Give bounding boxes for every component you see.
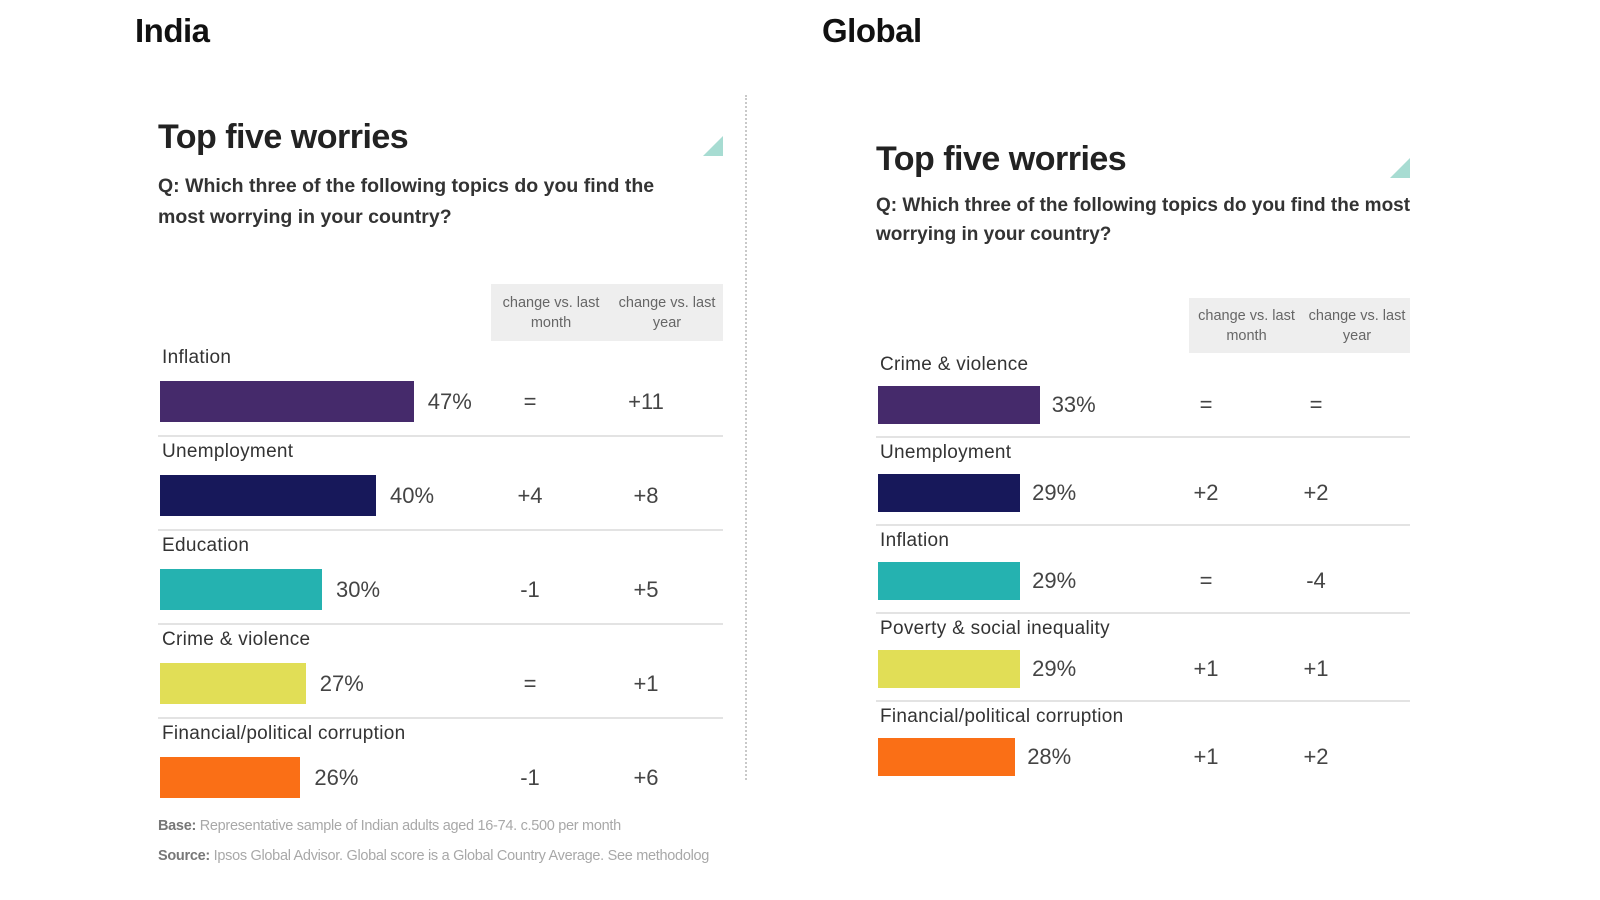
footer-base-label: Base: — [158, 818, 196, 834]
panel-question: Q: Which three of the following topics d… — [158, 175, 655, 228]
bar — [878, 738, 1016, 776]
change-last-month: +4 — [517, 482, 543, 508]
category-label: Unemployment — [880, 442, 1012, 463]
footer-source: Source: Ipsos Global Advisor. Global sco… — [158, 848, 709, 864]
bar — [878, 474, 1021, 512]
worry-row: Poverty & social inequality 29% +1 +1 — [876, 614, 1410, 702]
change-last-month: -1 — [520, 576, 540, 602]
column-header-last-month: change vs. last month — [502, 294, 600, 331]
bar — [878, 562, 1021, 600]
change-last-month: = — [1199, 392, 1213, 417]
footer-source-text: Ipsos Global Advisor. Global score is a … — [213, 848, 710, 864]
change-last-month: +1 — [1193, 744, 1219, 769]
worry-row: Inflation 29% = -4 — [876, 526, 1410, 614]
worry-row: Financial/political corruption 28% +1 +2 — [876, 702, 1410, 788]
india-panel: Top five worries Q: Which three of the f… — [158, 118, 723, 798]
panel-title: Top five worries — [876, 140, 1127, 178]
bar-value-label: 29% — [1032, 568, 1077, 593]
change-last-month: +1 — [1193, 656, 1219, 681]
worry-row: Inflation 47% = +11 — [158, 343, 723, 437]
change-last-year: +5 — [633, 576, 659, 602]
change-last-year: +2 — [1303, 744, 1329, 769]
change-last-month: = — [523, 670, 537, 696]
worry-row: Financial/political corruption 26% -1 +6 — [158, 719, 723, 811]
category-label: Poverty & social inequality — [880, 618, 1110, 639]
change-last-month: -1 — [520, 764, 540, 790]
category-label: Unemployment — [162, 441, 294, 462]
worry-row: Unemployment 40% +4 +8 — [158, 437, 723, 531]
change-last-year: +2 — [1303, 480, 1329, 505]
bar — [160, 475, 376, 516]
change-last-month: +2 — [1193, 480, 1219, 505]
category-label: Financial/political corruption — [880, 706, 1124, 727]
change-last-month: = — [523, 388, 537, 414]
bar — [878, 386, 1040, 424]
category-label: Inflation — [880, 530, 950, 551]
category-label: Crime & violence — [162, 629, 311, 650]
bar — [160, 569, 322, 610]
bar-value-label: 40% — [390, 482, 435, 508]
bar-value-label: 28% — [1027, 744, 1072, 769]
global-panel: Top five worries Q: Which three of the f… — [876, 140, 1436, 776]
change-last-year: +1 — [1303, 656, 1329, 681]
panel-question: Q: Which three of the following topics d… — [876, 195, 1411, 245]
panel-title: Top five worries — [158, 118, 409, 156]
change-last-year: +8 — [633, 482, 659, 508]
category-label: Education — [162, 535, 250, 556]
category-label: Financial/political corruption — [162, 723, 406, 744]
worries-list: Inflation 47% = +11 Unemployment 40% +4 +8 Educa… — [158, 343, 723, 811]
worry-row: Unemployment 29% +2 +2 — [876, 438, 1410, 526]
category-label: Inflation — [162, 347, 232, 368]
bar — [878, 650, 1021, 688]
bar-value-label: 27% — [319, 670, 364, 696]
bar-value-label: 30% — [336, 576, 381, 602]
bar — [160, 663, 306, 704]
column-header-last-month: change vs. last month — [1198, 307, 1295, 344]
worry-row: Crime & violence 27% = +1 — [158, 625, 723, 719]
column-header-last-year: change vs. last year — [618, 294, 716, 331]
worry-row: Crime & violence 33% = = — [876, 350, 1410, 438]
worry-row: Education 30% -1 +5 — [158, 531, 723, 625]
panel-divider — [745, 95, 747, 780]
bar-value-label: 29% — [1032, 480, 1077, 505]
corner-triangle-decoration — [703, 136, 723, 156]
footer-base-text: Representative sample of Indian adults a… — [199, 818, 621, 834]
region-title-india: India — [135, 12, 210, 49]
change-last-year: +6 — [633, 764, 659, 790]
change-last-year: = — [1309, 392, 1323, 417]
change-last-year: -4 — [1306, 568, 1326, 593]
column-headers: change vs. last month change vs. last ye… — [1189, 298, 1410, 353]
bar — [160, 757, 301, 798]
worries-list: Crime & violence 33% = = Unemployment 29% +2 +2… — [876, 350, 1410, 788]
corner-triangle-decoration — [1390, 158, 1410, 178]
column-headers: change vs. last month change vs. last ye… — [491, 284, 723, 341]
bar-value-label: 47% — [427, 388, 472, 414]
bar-value-label: 26% — [314, 764, 359, 790]
footer-base: Base: Representative sample of Indian ad… — [158, 818, 621, 834]
column-header-last-year: change vs. last year — [1308, 307, 1406, 344]
bar-value-label: 33% — [1051, 392, 1096, 417]
change-last-year: +1 — [633, 670, 659, 696]
footer-source-label: Source: — [158, 848, 210, 864]
change-last-month: = — [1199, 568, 1213, 593]
bar-value-label: 29% — [1032, 656, 1077, 681]
bar — [160, 381, 414, 422]
category-label: Crime & violence — [880, 354, 1029, 375]
region-title-global: Global — [822, 12, 922, 49]
change-last-year: +11 — [628, 388, 664, 414]
